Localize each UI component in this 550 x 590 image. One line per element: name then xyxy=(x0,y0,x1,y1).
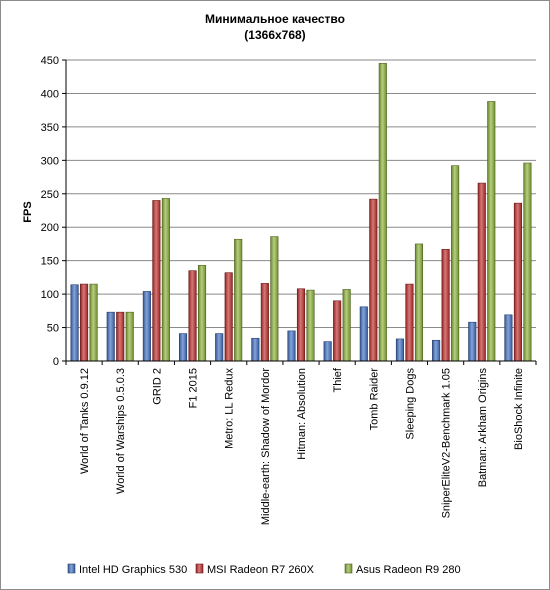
x-category-label: F1 2015 xyxy=(188,368,200,408)
bar xyxy=(468,321,477,362)
bar xyxy=(395,338,405,362)
x-category-label: Middle-earth: Shadow of Mordor xyxy=(260,368,272,525)
bar xyxy=(197,265,207,362)
x-category-label: World of Tanks 0.9.12 xyxy=(79,368,91,474)
y-tick-label: 0 xyxy=(53,356,59,368)
legend-swatch xyxy=(67,563,76,574)
x-category-label: Tomb Raider xyxy=(368,368,380,431)
y-axis-label: FPS xyxy=(22,201,34,222)
bar xyxy=(224,272,233,362)
bar xyxy=(234,238,243,362)
bar xyxy=(178,333,188,362)
x-category-label: SniperEliteV2-Benchmark 1.05 xyxy=(441,368,453,518)
bar xyxy=(251,337,260,362)
bar xyxy=(523,162,532,362)
legend-label: Intel HD Graphics 530 xyxy=(79,564,187,576)
bar xyxy=(260,283,269,362)
x-category-label: Thief xyxy=(332,367,344,392)
y-tick-label: 100 xyxy=(41,289,59,301)
bar xyxy=(215,333,224,362)
x-category-label: Metro: LL Redux xyxy=(224,368,236,449)
y-tick-label: 250 xyxy=(41,189,59,201)
y-tick-label: 300 xyxy=(41,155,59,167)
x-category-label: BioShock Infinite xyxy=(513,368,525,450)
bar xyxy=(342,289,351,362)
bar xyxy=(414,243,424,362)
bar xyxy=(432,339,441,362)
bar xyxy=(161,198,170,362)
bar xyxy=(378,63,387,362)
bar xyxy=(89,283,98,362)
bar xyxy=(513,202,522,362)
bar xyxy=(333,300,342,362)
bar xyxy=(323,341,332,362)
bar xyxy=(441,248,450,362)
legend-swatch xyxy=(344,563,353,574)
legend-swatch xyxy=(195,563,204,574)
bar xyxy=(504,314,513,362)
bar xyxy=(287,330,296,362)
y-tick-label: 450 xyxy=(41,55,59,67)
bar xyxy=(477,182,486,362)
x-category-label: World of Warships 0.5.0.3 xyxy=(115,368,127,494)
y-tick-label: 350 xyxy=(41,122,59,134)
y-tick-label: 150 xyxy=(41,256,59,268)
bar xyxy=(70,284,79,362)
bar xyxy=(125,311,134,362)
bar xyxy=(296,288,306,362)
bar xyxy=(116,311,125,362)
bar xyxy=(188,270,197,362)
x-category-label: Hitman: Absolution xyxy=(296,368,308,460)
bar xyxy=(80,283,89,362)
bar xyxy=(270,236,279,362)
y-tick-label: 200 xyxy=(41,222,59,234)
x-category-label: Sleeping Dogs xyxy=(404,368,416,440)
legend-label: MSI Radeon R7 260X xyxy=(207,564,315,576)
bar xyxy=(369,198,378,362)
chart-subtitle: (1366x768) xyxy=(244,28,305,42)
bar xyxy=(152,200,161,362)
bar xyxy=(106,311,115,362)
bar xyxy=(142,291,151,362)
bar xyxy=(451,165,460,362)
bar xyxy=(405,283,414,362)
y-tick-label: 50 xyxy=(47,323,59,335)
legend-label: Asus Radeon R9 280 xyxy=(356,564,461,576)
bar xyxy=(487,101,496,362)
bar xyxy=(306,289,315,362)
y-tick-label: 400 xyxy=(41,88,59,100)
bar xyxy=(359,306,368,362)
chart-title: Минимальное качество xyxy=(205,12,345,26)
x-category-label: Batman: Arkham Origins xyxy=(477,368,489,488)
x-category-label: GRID 2 xyxy=(151,368,163,405)
